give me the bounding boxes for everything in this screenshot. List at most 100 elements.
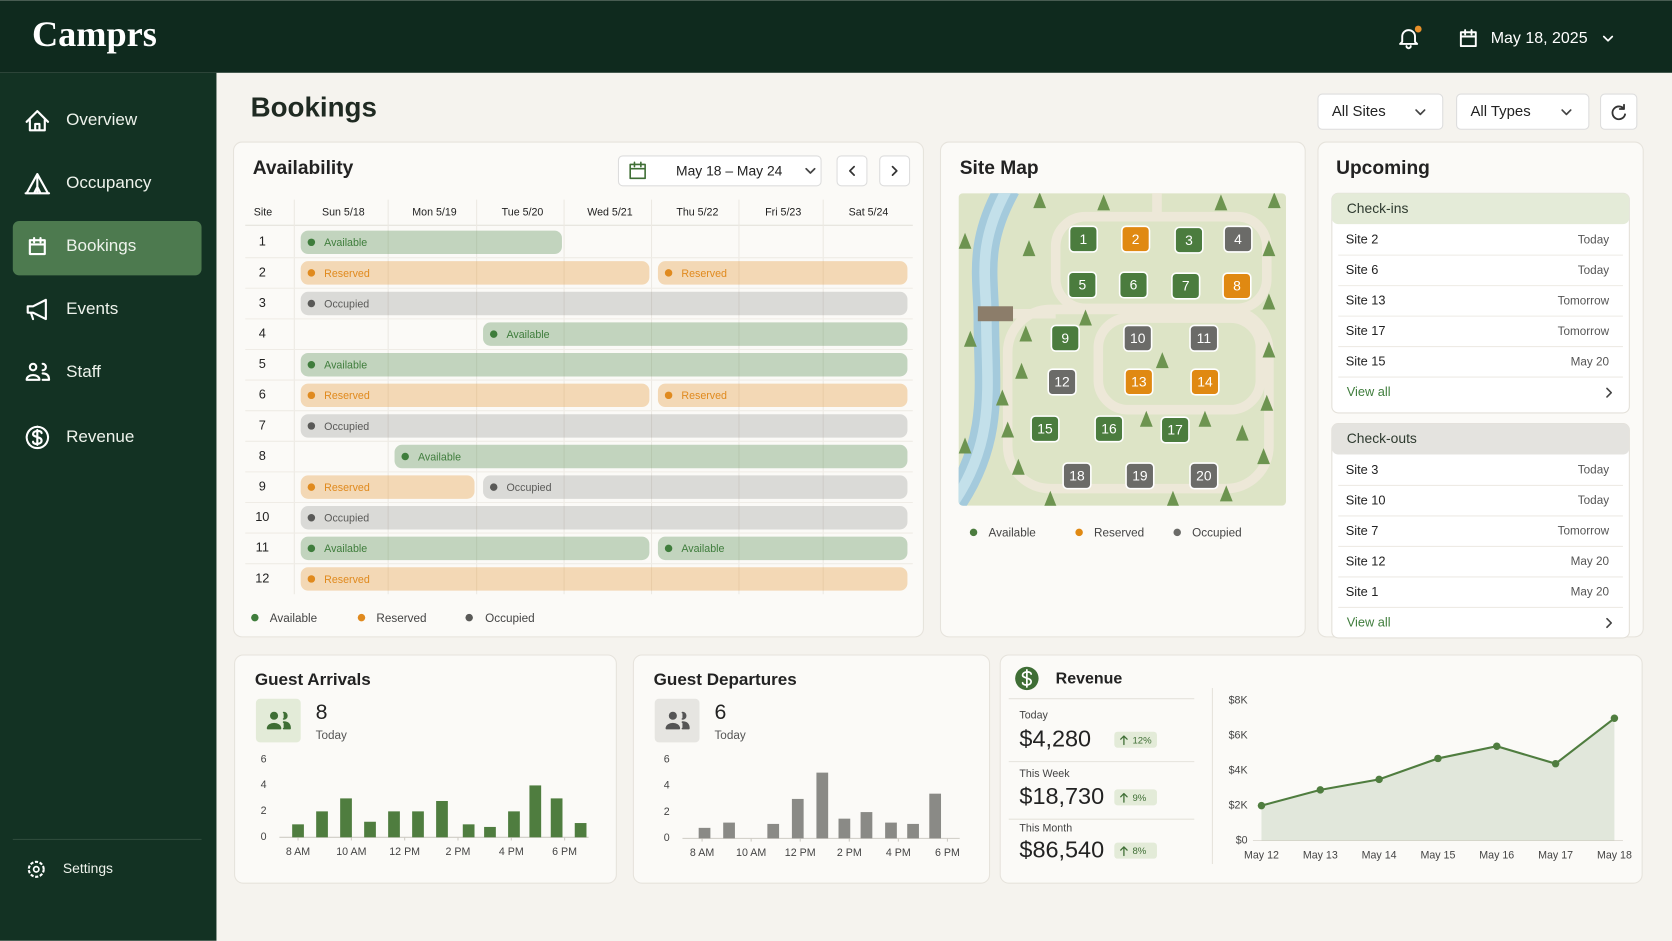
site-number: 7 xyxy=(259,417,266,432)
nav-item[interactable]: Revenue xyxy=(25,425,135,450)
kpi-value: 8 xyxy=(316,700,328,724)
change-label: 12% xyxy=(1132,735,1152,746)
site-marker[interactable]: 16 xyxy=(1094,415,1124,443)
site-marker[interactable]: 19 xyxy=(1125,462,1155,490)
tree xyxy=(1262,240,1276,257)
date-range-box xyxy=(617,155,822,187)
site-marker[interactable]: 7 xyxy=(1171,272,1201,300)
site-label: 12 xyxy=(1054,374,1070,390)
upcoming-when: Today xyxy=(1578,464,1609,477)
nav-label: Overview xyxy=(66,110,138,129)
filter-dropdown[interactable]: All Sites xyxy=(1317,93,1444,130)
site-marker[interactable]: 14 xyxy=(1190,368,1220,396)
bar xyxy=(412,811,424,838)
site-marker[interactable]: 3 xyxy=(1174,226,1204,254)
site-label: 4 xyxy=(1234,231,1242,247)
bar xyxy=(292,824,304,838)
upcoming-site: Site 10 xyxy=(1346,492,1386,507)
nav-item[interactable]: Occupancy xyxy=(24,172,152,195)
change-badge xyxy=(1114,731,1157,748)
prev-button[interactable] xyxy=(836,155,868,187)
booking-bar xyxy=(657,383,908,408)
tree xyxy=(1015,362,1028,379)
site-marker[interactable]: 8 xyxy=(1222,272,1252,300)
x-tick-label: May 12 xyxy=(1244,849,1279,861)
site-marker[interactable]: 15 xyxy=(1030,415,1060,443)
status-dot xyxy=(664,269,673,277)
nav-icon xyxy=(28,236,46,256)
upcoming-when: May 20 xyxy=(1571,355,1610,368)
site-marker[interactable]: 6 xyxy=(1118,271,1149,299)
bar xyxy=(484,826,496,838)
site-marker[interactable]: 10 xyxy=(1123,324,1153,352)
booking-label: Available xyxy=(507,329,550,341)
upcoming-when: Today xyxy=(1578,233,1609,246)
next-button[interactable] xyxy=(879,155,911,187)
nav-item[interactable]: Overview xyxy=(25,110,138,132)
nav-arrow-box xyxy=(836,155,868,187)
change-badge xyxy=(1114,789,1157,806)
view-all-link[interactable]: View all xyxy=(1347,384,1613,399)
bar xyxy=(508,811,520,838)
nav-label: Bookings xyxy=(66,236,136,255)
site-marker[interactable]: 12 xyxy=(1047,368,1077,396)
x-tick-label: 8 AM xyxy=(690,847,714,859)
site-label: 2 xyxy=(1132,231,1140,247)
site-label: 9 xyxy=(1061,330,1069,346)
status-dot xyxy=(307,483,316,491)
site-box xyxy=(1123,324,1153,352)
booking-label: Reserved xyxy=(681,268,727,280)
group-title: Check-ins xyxy=(1347,200,1409,216)
filter-dropdown[interactable]: All Types xyxy=(1456,93,1590,130)
status-dot xyxy=(307,269,316,277)
x-tick-label: May 16 xyxy=(1479,849,1514,861)
site-marker[interactable]: 13 xyxy=(1124,368,1154,396)
status-dot xyxy=(307,238,316,247)
site-marker[interactable]: 5 xyxy=(1067,271,1097,299)
nav-icon xyxy=(24,172,51,195)
site-marker[interactable]: 20 xyxy=(1189,462,1219,490)
refresh-box xyxy=(1600,93,1638,130)
tree xyxy=(963,330,977,347)
nav-item[interactable]: Bookings xyxy=(12,220,202,276)
site-marker[interactable]: 9 xyxy=(1050,324,1080,352)
bar xyxy=(838,818,851,839)
x-tick-label: 10 AM xyxy=(736,847,766,859)
nav-item[interactable]: Events xyxy=(26,298,119,321)
revenue-point xyxy=(1434,754,1442,763)
site-box xyxy=(1120,225,1151,253)
site-marker[interactable]: 2 xyxy=(1120,225,1151,253)
card-title: Availability xyxy=(253,158,354,179)
revenue-area xyxy=(1261,718,1615,841)
site-box xyxy=(1062,462,1092,490)
kpi-value: $18,730 xyxy=(1019,783,1104,809)
revenue-point xyxy=(1551,759,1560,768)
bar xyxy=(574,823,587,838)
group-header xyxy=(1331,423,1630,455)
booking-bar xyxy=(483,475,908,499)
upcoming-when: May 20 xyxy=(1571,586,1610,599)
tree xyxy=(1219,485,1233,502)
date-range-picker[interactable]: May 18 – May 24 xyxy=(617,155,822,187)
people-icon xyxy=(665,711,690,730)
bar xyxy=(767,823,780,839)
page-title: Bookings xyxy=(251,91,377,122)
nav-item[interactable]: Staff xyxy=(25,362,101,381)
booking-label: Available xyxy=(324,543,367,555)
view-all-link[interactable]: View all xyxy=(1347,614,1613,629)
site-label: 20 xyxy=(1196,468,1212,484)
site-marker[interactable]: 4 xyxy=(1223,225,1253,253)
booking-label: Available xyxy=(324,237,367,249)
settings-link[interactable]: Settings xyxy=(27,860,113,878)
x-tick-label: May 15 xyxy=(1420,849,1455,861)
column-header: Sat 5/24 xyxy=(849,206,889,218)
card-title: Revenue xyxy=(1056,671,1123,688)
site-marker[interactable]: 1 xyxy=(1068,225,1099,253)
site-marker[interactable]: 11 xyxy=(1189,324,1219,352)
up-arrow-icon xyxy=(1120,735,1128,746)
site-marker[interactable]: 17 xyxy=(1160,416,1190,444)
booking-bar xyxy=(300,414,908,438)
refresh-button[interactable] xyxy=(1600,93,1638,130)
site-marker[interactable]: 18 xyxy=(1062,462,1092,490)
x-tick-label: 12 PM xyxy=(785,847,816,859)
